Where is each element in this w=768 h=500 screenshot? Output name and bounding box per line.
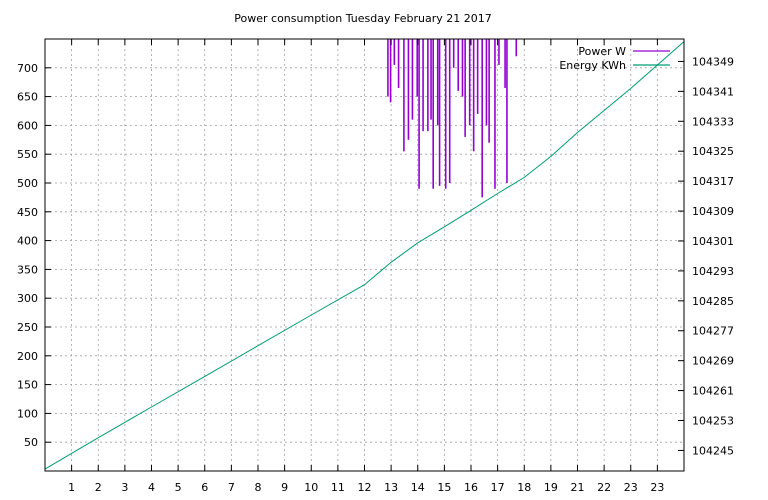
x-tick-label: 7 xyxy=(228,481,235,494)
y-tick-label: 150 xyxy=(17,379,38,392)
chart-title: Power consumption Tuesday February 21 20… xyxy=(234,12,491,25)
y-tick-label: 100 xyxy=(17,407,38,420)
x-tick-label: 21 xyxy=(571,481,585,494)
x-tick-label: 11 xyxy=(331,481,345,494)
x-tick-label: 10 xyxy=(304,481,318,494)
legend-label-energy: Energy KWh xyxy=(559,59,626,72)
grid-lines xyxy=(45,39,684,471)
y-tick-label: 500 xyxy=(17,177,38,190)
y2-tick-label: 104269 xyxy=(692,355,734,368)
x-tick-label: 1 xyxy=(68,481,75,494)
x-tick-label: 19 xyxy=(544,481,558,494)
x-tick-label: 23 xyxy=(650,481,664,494)
energy-series-line xyxy=(44,41,685,470)
power-series xyxy=(387,39,518,198)
x-tick-label: 15 xyxy=(437,481,451,494)
x-tick-label: 14 xyxy=(411,481,425,494)
x-tick-label: 2 xyxy=(95,481,102,494)
y-tick-label: 350 xyxy=(17,263,38,276)
x-tick-label: 22 xyxy=(597,481,611,494)
y2-tick-label: 104349 xyxy=(692,55,734,68)
y-tick-label: 550 xyxy=(17,148,38,161)
y2-tick-label: 104261 xyxy=(692,385,734,398)
y2-tick-label: 104333 xyxy=(692,115,734,128)
x-tick-label: 5 xyxy=(175,481,182,494)
y-tick-label: 450 xyxy=(17,206,38,219)
x-tick-label: 16 xyxy=(464,481,478,494)
x-tick-label: 9 xyxy=(281,481,288,494)
x-tick-label: 18 xyxy=(517,481,531,494)
y2-tick-label: 104285 xyxy=(692,295,734,308)
axis-ticks xyxy=(45,39,684,471)
y-tick-label: 400 xyxy=(17,235,38,248)
x-tick-label: 6 xyxy=(201,481,208,494)
y2-tick-label: 104245 xyxy=(692,444,734,457)
y-tick-label: 250 xyxy=(17,321,38,334)
y-tick-label: 300 xyxy=(17,292,38,305)
axis-tick-labels: 1 2 3 4 5 6 7 8 9 10 11 12 13 14 15 16 17 18 19 21 22 23 23501… xyxy=(17,55,734,494)
y2-tick-label: 104253 xyxy=(692,415,734,428)
y-tick-label: 200 xyxy=(17,350,38,363)
y2-tick-label: 104309 xyxy=(692,205,734,218)
y2-tick-label: 104325 xyxy=(692,145,734,158)
x-tick-label: 17 xyxy=(491,481,505,494)
x-tick-label: 12 xyxy=(358,481,372,494)
y-tick-label: 650 xyxy=(17,91,38,104)
y2-tick-label: 104301 xyxy=(692,235,734,248)
y-tick-label: 50 xyxy=(24,436,38,449)
y-tick-label: 700 xyxy=(17,62,38,75)
legend-label-power: Power W xyxy=(578,45,626,58)
x-tick-label: 4 xyxy=(148,481,155,494)
y2-tick-label: 104277 xyxy=(692,325,734,338)
y2-tick-label: 104317 xyxy=(692,175,734,188)
y2-tick-label: 104293 xyxy=(692,265,734,278)
x-tick-label: 23 xyxy=(624,481,638,494)
x-tick-label: 8 xyxy=(255,481,262,494)
x-tick-label: 13 xyxy=(384,481,398,494)
y2-tick-label: 104341 xyxy=(692,85,734,98)
legend: Power W Energy KWh xyxy=(559,45,670,72)
y-tick-label: 600 xyxy=(17,119,38,132)
x-tick-label: 3 xyxy=(121,481,128,494)
